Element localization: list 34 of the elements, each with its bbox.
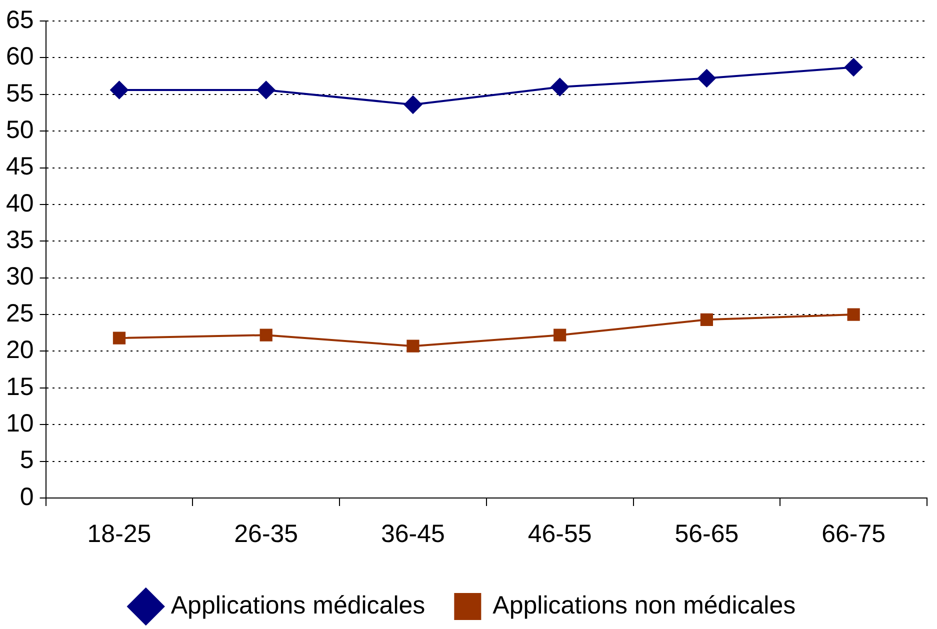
y-tick-label: 20 — [6, 336, 34, 364]
legend-label: Applications non médicales — [492, 591, 796, 620]
y-tick-label: 40 — [6, 189, 34, 218]
point — [554, 328, 566, 342]
y-tick-label: 60 — [6, 42, 34, 71]
x-tick-label: 66-75 — [822, 520, 886, 548]
point — [257, 80, 276, 99]
point — [698, 69, 716, 88]
point — [112, 332, 126, 344]
y-tick-label: 65 — [6, 6, 34, 34]
x-tick-label: 18-25 — [87, 520, 152, 548]
point — [406, 340, 420, 352]
x-tick-label: 46-55 — [528, 520, 592, 548]
point — [550, 78, 569, 96]
x-tick-label: 26-35 — [234, 520, 298, 548]
point — [110, 80, 128, 99]
y-tick-label: 5 — [20, 446, 34, 474]
y-tick-label: 55 — [6, 79, 34, 108]
y-tick-label: 0 — [20, 482, 34, 511]
y-tick-label: 45 — [6, 152, 34, 181]
point — [260, 328, 272, 342]
y-tick-label: 50 — [6, 116, 34, 144]
y-tick-label: 10 — [6, 410, 34, 438]
x-tick-label: 36-45 — [380, 520, 445, 548]
point — [844, 58, 863, 76]
y-tick-label: 25 — [6, 299, 34, 328]
point — [700, 313, 714, 326]
x-tick-label: 56-65 — [674, 520, 739, 548]
legend-label: Applications médicales — [170, 591, 426, 620]
y-tick-label: 30 — [6, 262, 34, 291]
point — [847, 308, 860, 321]
y-tick-label: 15 — [6, 372, 34, 401]
point — [404, 96, 422, 114]
y-tick-label: 35 — [6, 226, 34, 254]
